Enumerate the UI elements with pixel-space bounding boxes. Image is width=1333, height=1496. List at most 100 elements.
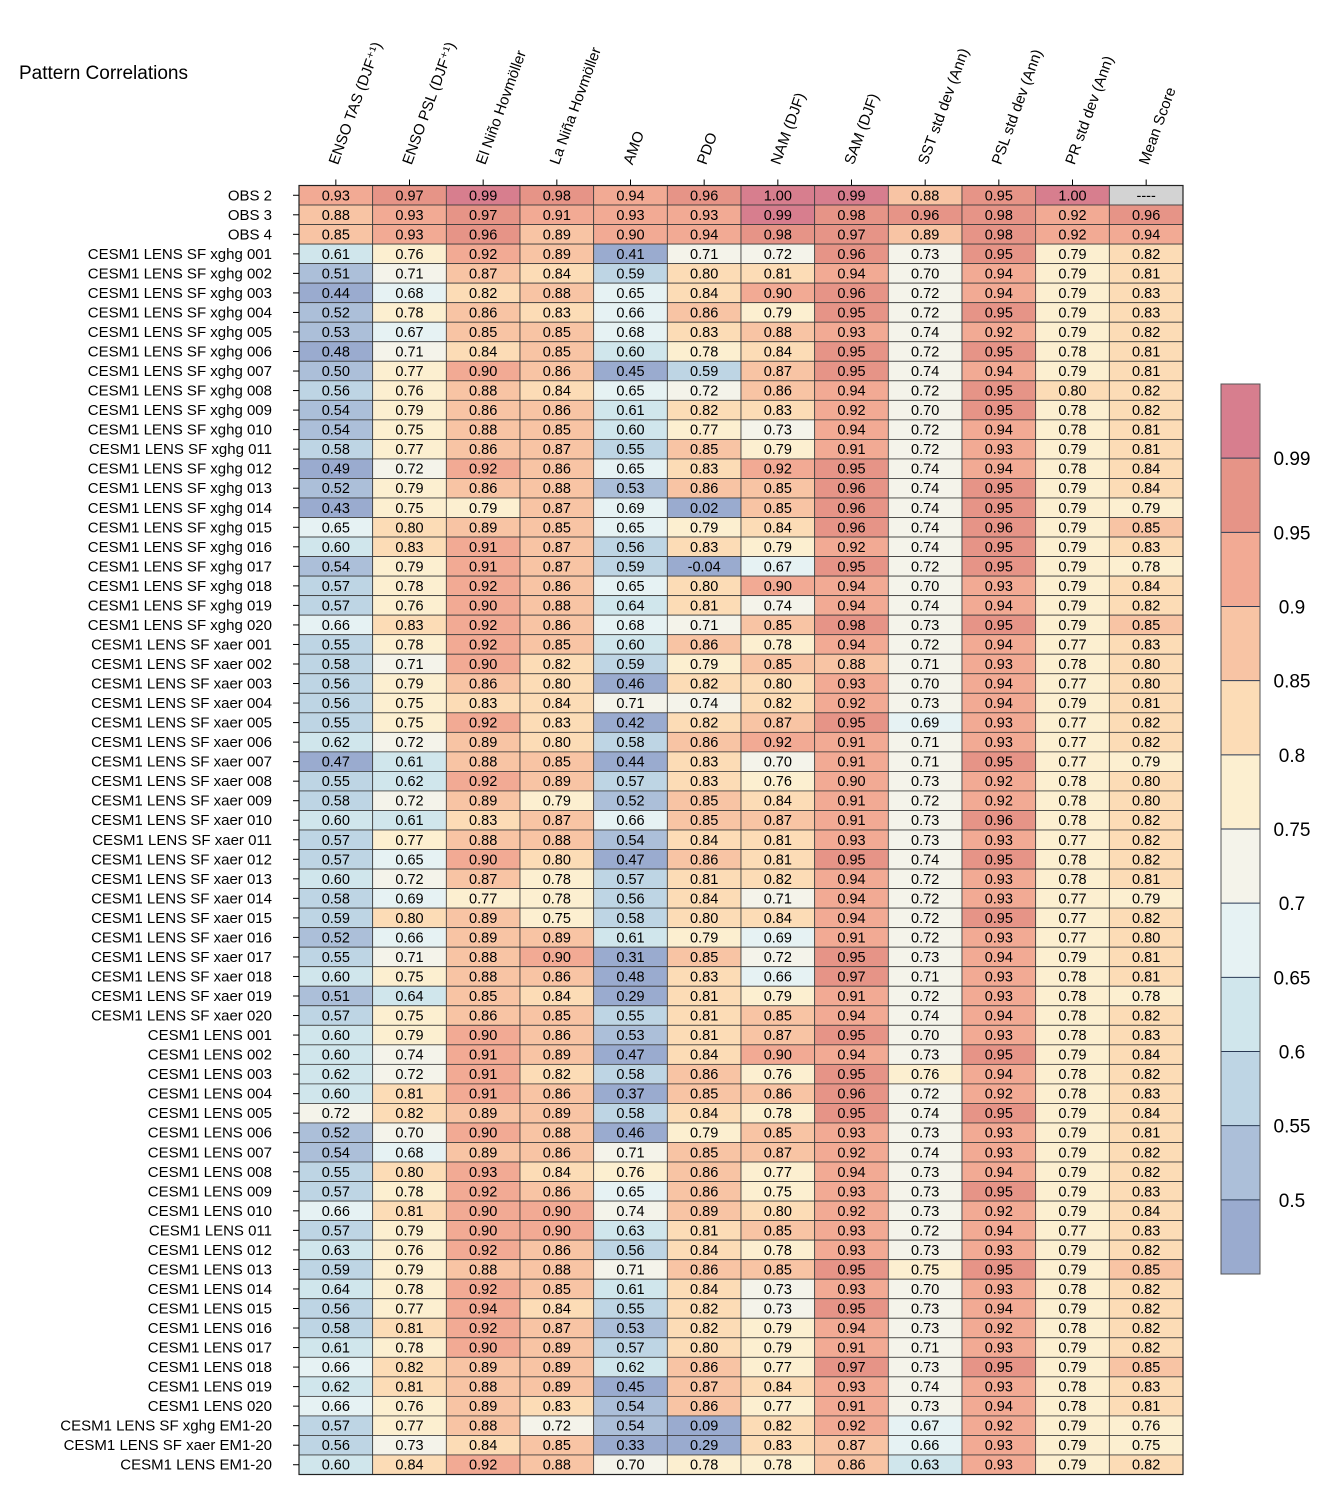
cell-value-label: 0.81 [395,1380,423,1396]
cell-value-label: 0.77 [1058,833,1086,849]
cell-value-label: 0.72 [911,637,939,653]
cell-value-label: 0.78 [1058,1028,1086,1044]
cell-value-label: 0.89 [469,1145,497,1161]
cell-value-label: 0.78 [1058,657,1086,673]
cell-value-label: 0.85 [1132,618,1160,634]
cell-value-label: 0.81 [1132,872,1160,888]
cell-value-label: 0.37 [616,1087,644,1103]
cell-value-label: 0.56 [322,384,350,400]
cell-value-label: 0.72 [911,384,939,400]
cell-value-label: 0.92 [837,1419,865,1435]
cell-value-label: 0.85 [543,1438,571,1454]
cell-value-label: 0.79 [1058,1419,1086,1435]
cell-value-label: 0.71 [911,755,939,771]
cell-value-label: 0.87 [764,1145,792,1161]
row-label: CESM1 LENS 019 [148,1379,272,1396]
cell-value-label: 0.86 [543,1184,571,1200]
cell-value-label: 0.82 [690,1301,718,1317]
cell-value-label: 0.80 [1132,774,1160,790]
cell-value-label: 0.98 [837,208,865,224]
row-label: CESM1 LENS SF xghg 006 [88,344,272,361]
cell-value-label: 0.79 [690,1126,718,1142]
cell-value-label: 0.74 [764,598,792,614]
cell-value-label: 0.52 [322,1126,350,1142]
cell-value-label: 0.84 [690,1106,718,1122]
cell-value-label: 0.48 [322,345,350,361]
cell-value-label: 0.91 [469,540,497,556]
cell-value-label: 0.86 [690,1262,718,1278]
cell-value-label: 0.83 [1132,1223,1160,1239]
cell-value-label: 0.87 [469,266,497,282]
cell-value-label: 0.92 [469,1321,497,1337]
cell-value-label: 0.72 [911,891,939,907]
cell-value-label: 0.79 [1058,950,1086,966]
cell-value-label: 0.94 [985,696,1013,712]
cell-value-label: 0.95 [985,403,1013,419]
cell-value-label: 0.67 [764,559,792,575]
cell-value-label: 0.93 [985,930,1013,946]
cell-value-label: 0.70 [764,755,792,771]
cell-value-label: 0.79 [1058,305,1086,321]
cell-value-label: 1.00 [1058,188,1086,204]
column-header: Mean Score [1136,85,1180,167]
cell-value-label: 0.92 [837,1204,865,1220]
cell-value-label: 0.80 [690,579,718,595]
row-label: CESM1 LENS 017 [148,1340,272,1357]
cell-value-label: 0.88 [322,208,350,224]
cell-value-label: 0.77 [1058,755,1086,771]
cell-value-label: 0.89 [469,1360,497,1376]
cell-value-label: 0.79 [690,930,718,946]
cell-value-label: 0.95 [837,1106,865,1122]
cell-value-label: 0.71 [616,1262,644,1278]
cell-value-label: 0.71 [911,657,939,673]
cell-value-label: 0.56 [322,677,350,693]
cell-value-label: 0.81 [1132,266,1160,282]
cell-value-label: 0.85 [543,325,571,341]
cell-value-label: 0.70 [911,266,939,282]
colorbar-label: 0.9 [1279,598,1305,619]
cell-value-label: 0.94 [837,423,865,439]
cell-value-label: 0.95 [985,852,1013,868]
cell-value-label: 0.73 [764,1301,792,1317]
cell-value-label: 0.91 [837,442,865,458]
cell-value-label: 0.83 [1132,1380,1160,1396]
cell-value-label: 0.79 [543,794,571,810]
cell-value-label: 0.67 [911,1419,939,1435]
cell-value-label: 0.72 [911,989,939,1005]
cell-value-label: 0.78 [690,345,718,361]
cell-value-label: 0.78 [1058,1009,1086,1025]
cell-value-label: 0.09 [690,1419,718,1435]
cell-value-label: 0.95 [837,1301,865,1317]
cell-value-label: 0.61 [616,930,644,946]
cell-value-label: 0.89 [543,1341,571,1357]
cell-value-label: 0.88 [469,384,497,400]
cell-value-label: 0.79 [1058,1106,1086,1122]
column-header: AMO [620,129,648,167]
cell-value-label: 0.84 [395,1458,423,1474]
cell-value-label: 0.91 [837,989,865,1005]
cell-value-label: 0.88 [543,833,571,849]
cell-value-label: 0.55 [322,637,350,653]
cell-value-label: 0.77 [764,1399,792,1415]
cell-value-label: 0.62 [322,1380,350,1396]
row-label: CESM1 LENS 020 [148,1398,272,1415]
cell-value-label: 1.00 [764,188,792,204]
colorbar-label: 0.99 [1274,449,1311,470]
cell-value-label: 0.86 [543,403,571,419]
cell-value-label: 0.55 [616,442,644,458]
colorbar-swatch [1221,606,1260,681]
cell-value-label: 0.92 [469,1282,497,1298]
cell-value-label: 0.71 [764,891,792,907]
cell-value-label: 0.91 [837,735,865,751]
chart-title: Pattern Correlations [19,63,188,84]
cell-value-label: 0.69 [911,716,939,732]
row-label: CESM1 LENS SF xaer 009 [91,793,272,810]
cell-value-label: 0.95 [985,1360,1013,1376]
cell-value-label: 0.96 [837,520,865,536]
cell-value-label: 0.88 [837,657,865,673]
cell-value-label: 0.80 [543,735,571,751]
cell-value-label: 0.52 [322,930,350,946]
cell-value-label: 0.70 [911,579,939,595]
cell-value-label: 0.81 [690,1028,718,1044]
cell-value-label: 0.65 [616,384,644,400]
